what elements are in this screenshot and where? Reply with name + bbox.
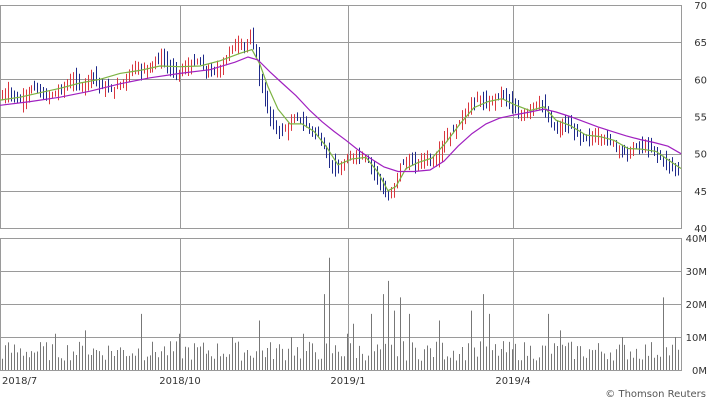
price-tick-label: 65 [694, 38, 707, 49]
volume-tick-label: 20M [686, 300, 707, 311]
moving-average-lines [0, 48, 682, 192]
volume-tick-label: 40M [686, 234, 707, 245]
price-tick-label: 40 [694, 224, 707, 235]
price-tick-label: 50 [694, 150, 707, 161]
x-tick-label: 2018/10 [159, 376, 201, 387]
short-moving-average-line [0, 48, 682, 192]
chart-grid [0, 5, 682, 371]
x-tick-label: 2019/1 [330, 376, 365, 387]
price-tick-label: 45 [694, 187, 707, 198]
price-tick-label: 60 [694, 75, 707, 86]
volume-tick-label: 30M [686, 267, 707, 278]
price-candles [2, 27, 679, 201]
volume-tick-label: 10M [686, 333, 707, 344]
volume-bars [2, 257, 679, 370]
volume-tick-label: 0M [692, 366, 707, 377]
price-tick-label: 55 [694, 113, 707, 124]
x-tick-label: 2019/4 [495, 376, 530, 387]
x-tick-label: 2018/7 [2, 376, 37, 387]
credit-text: © Thomson Reuters [605, 389, 706, 400]
long-moving-average-line [0, 56, 682, 173]
price-tick-label: 70 [694, 1, 707, 12]
